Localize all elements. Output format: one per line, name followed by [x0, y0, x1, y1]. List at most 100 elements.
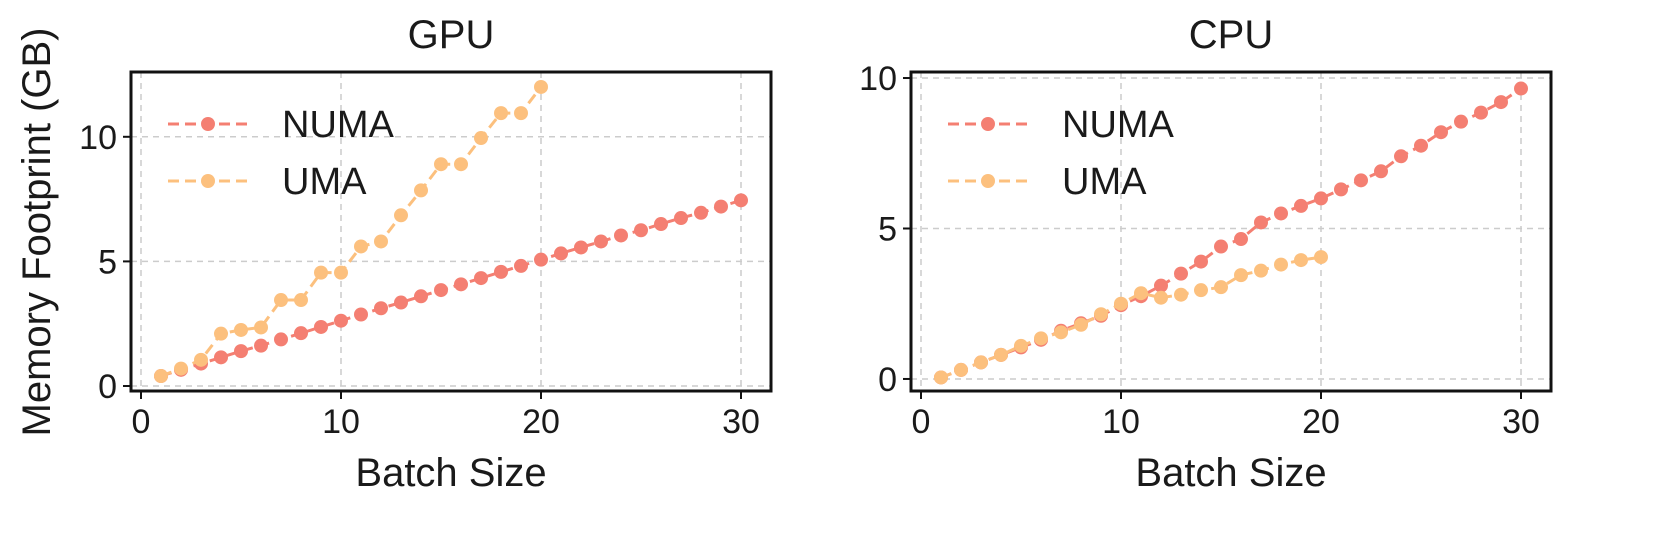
uma-data-point [1154, 290, 1168, 305]
uma-data-point [1294, 253, 1308, 268]
numa-data-point [1434, 125, 1448, 140]
y-tick-label: 5 [878, 210, 897, 248]
numa-data-point [1374, 164, 1388, 179]
y-tick-label: 5 [98, 243, 117, 281]
uma-data-point [214, 326, 228, 341]
numa-data-point [394, 295, 408, 310]
legend-marker [201, 174, 215, 188]
uma-data-point [994, 347, 1008, 362]
numa-data-point [354, 307, 368, 322]
numa-data-point [1154, 278, 1168, 293]
numa-data-point [234, 344, 248, 359]
numa-data-point [434, 283, 448, 298]
uma-data-point [1214, 280, 1228, 295]
uma-data-point [1014, 338, 1028, 353]
uma-data-point [1174, 287, 1188, 302]
x-tick-label: 20 [1302, 403, 1340, 441]
uma-series-line [940, 255, 1322, 379]
numa-data-point [1494, 95, 1508, 110]
numa-data-point [734, 193, 748, 208]
y-tick-label: 10 [859, 60, 897, 98]
numa-data-point [374, 301, 388, 316]
legend-marker [981, 174, 995, 188]
uma-data-point [514, 106, 528, 121]
uma-data-point [374, 234, 388, 249]
uma-data-point [174, 361, 188, 376]
x-tick-label: 0 [132, 403, 151, 441]
uma-data-point [354, 239, 368, 254]
numa-data-point [634, 223, 648, 238]
plot-frame [129, 70, 773, 393]
legend-label: UMA [1062, 161, 1147, 203]
uma-data-point [974, 355, 988, 370]
numa-data-point [1334, 182, 1348, 197]
numa-data-point [1194, 254, 1208, 269]
legend-label: NUMA [282, 104, 395, 146]
y-tick-label: 10 [79, 119, 117, 157]
numa-data-point [474, 271, 488, 286]
numa-data-point [1354, 173, 1368, 188]
numa-data-point [614, 228, 628, 243]
x-tick-label: 10 [1102, 403, 1140, 441]
numa-data-point [1174, 266, 1188, 281]
uma-data-point [194, 352, 208, 367]
numa-data-point [454, 277, 468, 292]
x-axis-label: Batch Size [355, 451, 546, 495]
numa-data-point [654, 217, 668, 232]
uma-data-point [234, 322, 248, 337]
uma-data-point [334, 265, 348, 280]
uma-data-point [394, 208, 408, 223]
uma-data-point [494, 106, 508, 121]
numa-data-point [674, 211, 688, 226]
uma-data-point [934, 370, 948, 385]
numa-data-point [1294, 198, 1308, 213]
uma-data-point [414, 183, 428, 198]
numa-data-point [1274, 206, 1288, 221]
numa-data-point [254, 338, 268, 353]
y-tick-label: 0 [98, 368, 117, 406]
uma-data-point [314, 265, 328, 280]
numa-data-point [1514, 81, 1528, 96]
uma-data-point [1054, 325, 1068, 340]
legend-marker [981, 117, 995, 131]
numa-data-point [1454, 114, 1468, 129]
uma-data-point [1314, 250, 1328, 265]
uma-data-point [1074, 317, 1088, 332]
gpu-chart: 0 10 20 30 0 5 10 GPU Batch Size NUMA UMA [79, 13, 773, 495]
uma-data-point [154, 369, 168, 384]
numa-data-point [574, 240, 588, 255]
plot-frame [909, 70, 1553, 393]
uma-data-point [274, 293, 288, 308]
uma-data-point [1254, 263, 1268, 278]
uma-data-point [434, 157, 448, 172]
uma-data-point [294, 293, 308, 308]
uma-data-point [1194, 283, 1208, 298]
numa-series-line [940, 87, 1522, 379]
numa-data-point [1474, 105, 1488, 120]
uma-data-point [1134, 286, 1148, 301]
legend-label: NUMA [1062, 104, 1175, 146]
legend-marker [201, 117, 215, 131]
uma-series-line [160, 86, 543, 378]
x-axis-label: Batch Size [1135, 451, 1326, 495]
numa-data-point [1234, 232, 1248, 247]
numa-data-point [294, 326, 308, 341]
legend-label: UMA [282, 161, 367, 203]
cpu-chart: 0 10 20 30 0 5 10 CPU Batch Size NUMA UMA [859, 13, 1553, 495]
x-tick-label: 20 [522, 403, 560, 441]
numa-data-point [554, 246, 568, 261]
shared-y-axis-label: Memory Footprint (GB) [15, 28, 59, 437]
numa-data-point [314, 319, 328, 334]
x-tick-label: 30 [722, 403, 760, 441]
numa-data-point [714, 199, 728, 214]
numa-data-point [514, 258, 528, 273]
numa-data-point [534, 252, 548, 267]
y-tick-label: 0 [878, 361, 897, 399]
uma-data-point [1094, 307, 1108, 322]
numa-data-point [1314, 191, 1328, 206]
numa-data-point [1214, 239, 1228, 254]
numa-data-point [214, 350, 228, 365]
numa-data-point [1414, 138, 1428, 153]
uma-data-point [1034, 331, 1048, 346]
